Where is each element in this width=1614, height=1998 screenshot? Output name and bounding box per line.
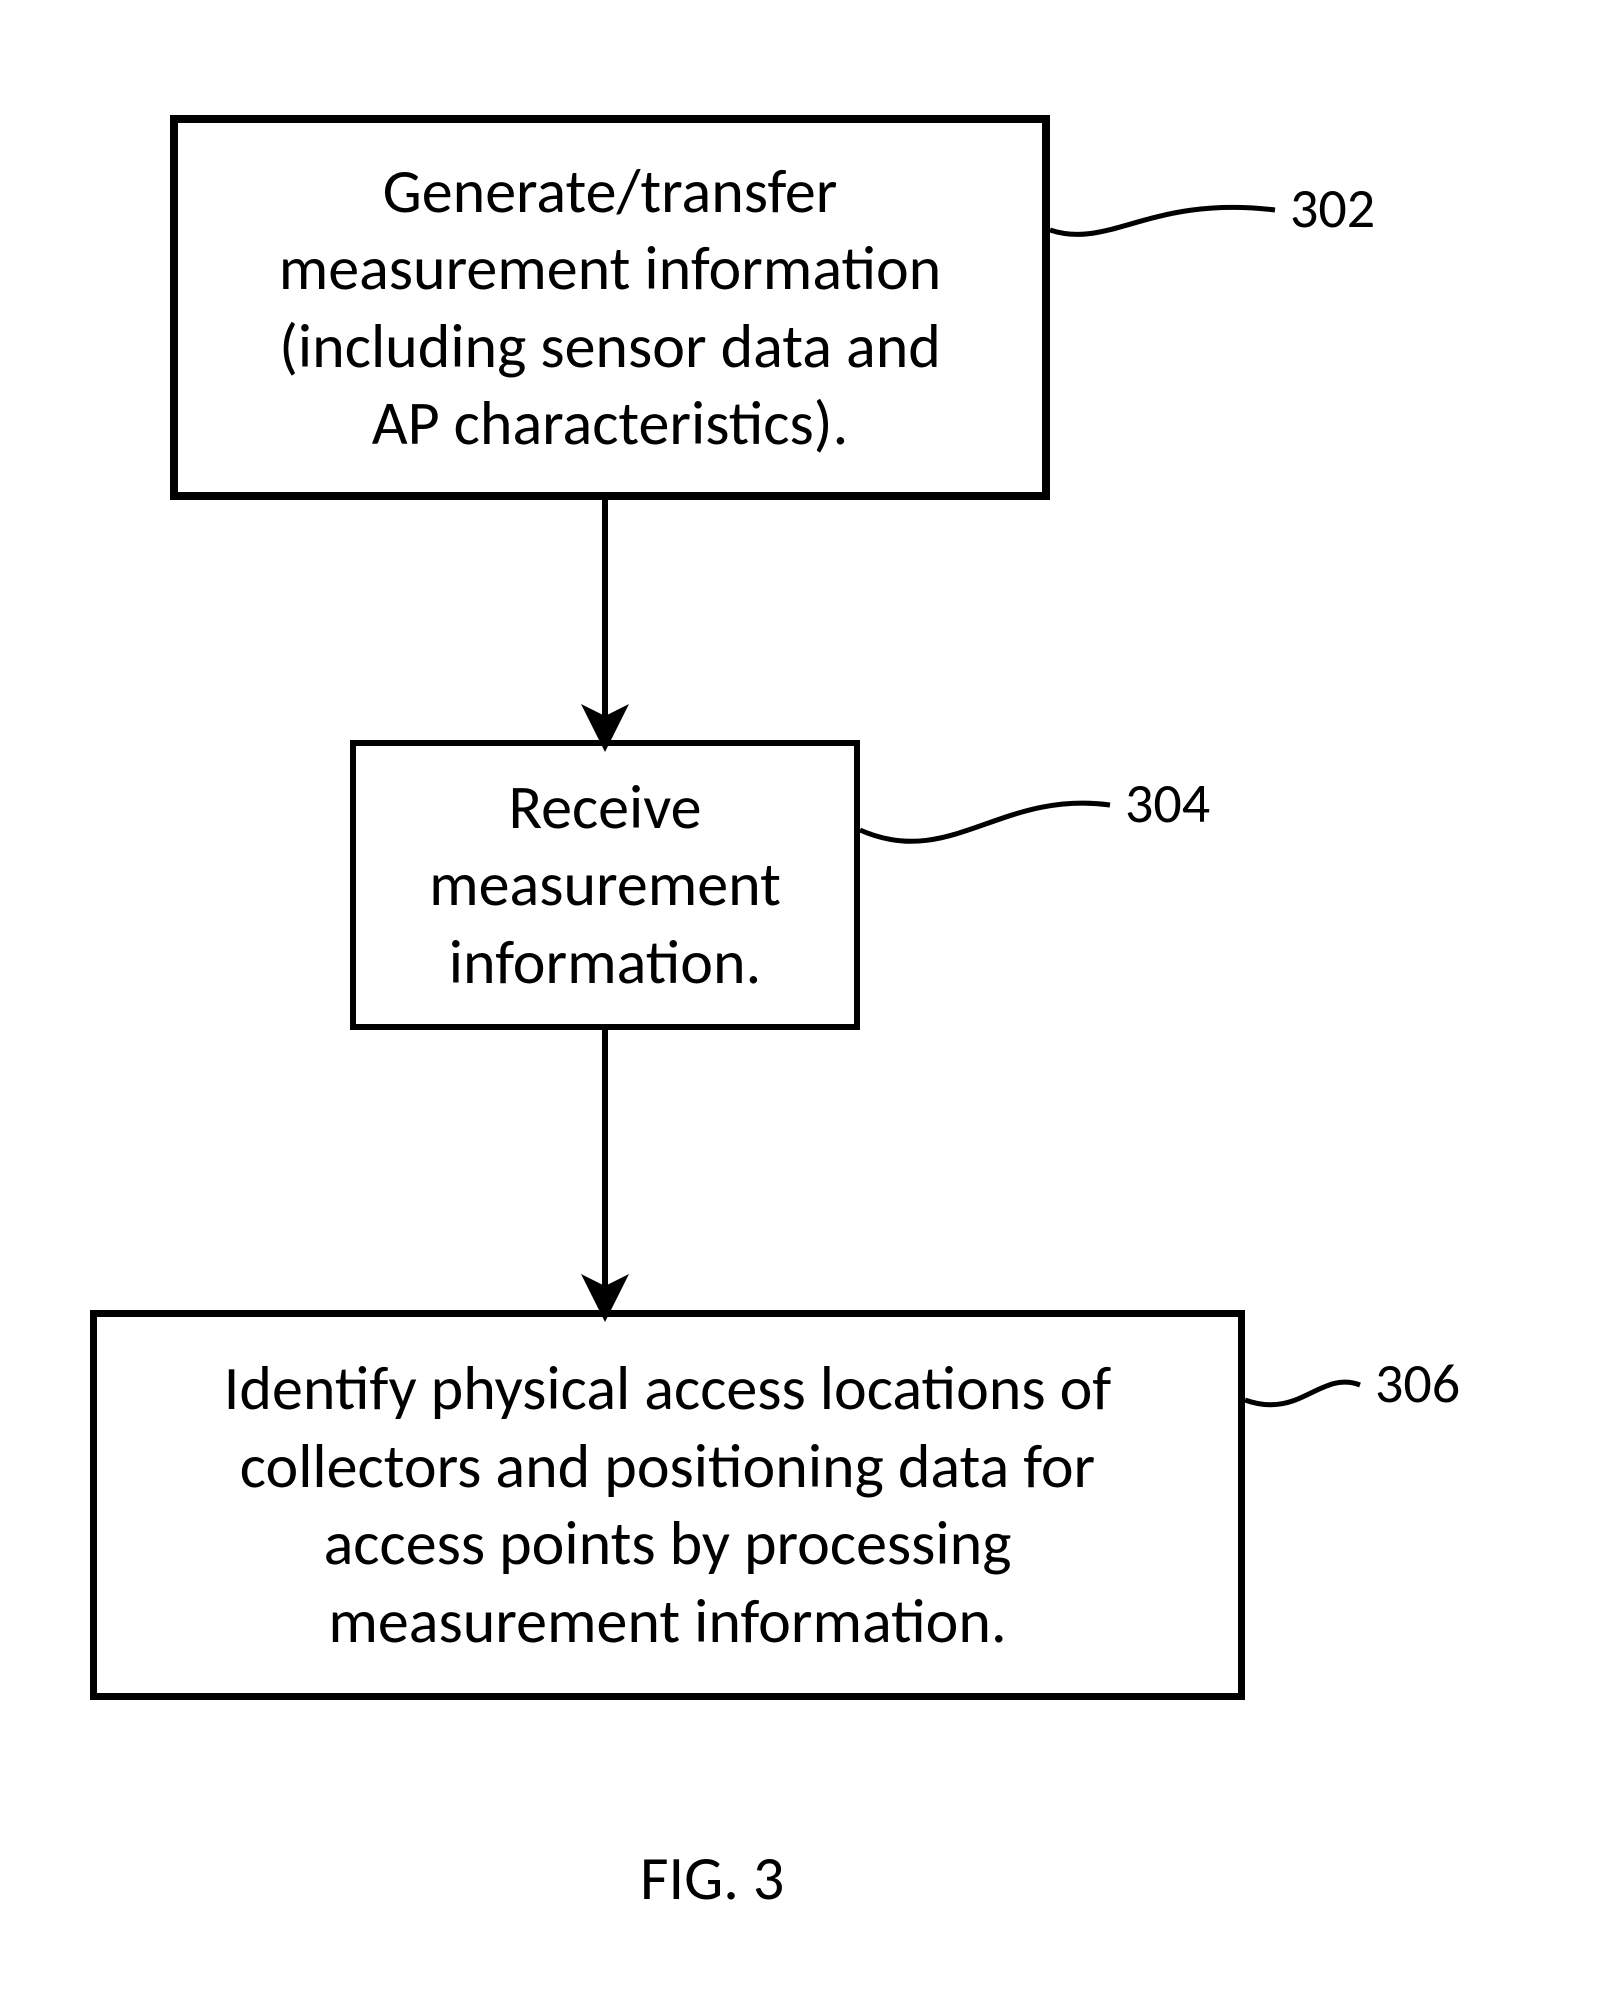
- ref-label-306: 306: [1375, 1350, 1460, 1418]
- ref-label-304: 304: [1125, 770, 1210, 838]
- flow-node-generate: Generate/transfer measurement informatio…: [170, 115, 1050, 500]
- flow-node-generate-text: Generate/transfer measurement informatio…: [279, 153, 942, 463]
- figure-caption: FIG. 3: [640, 1840, 784, 1916]
- leader-302: [1050, 207, 1275, 234]
- flow-node-identify-text: Identify physical access locations of co…: [224, 1350, 1111, 1660]
- ref-label-302: 302: [1290, 175, 1375, 243]
- flow-node-identify: Identify physical access locations of co…: [90, 1310, 1245, 1700]
- leader-304: [860, 803, 1110, 841]
- flow-node-receive: Receive measurement information.: [350, 740, 860, 1030]
- leader-306: [1245, 1382, 1360, 1405]
- diagram-canvas: Generate/transfer measurement informatio…: [0, 0, 1614, 1998]
- flow-node-receive-text: Receive measurement information.: [429, 769, 781, 1002]
